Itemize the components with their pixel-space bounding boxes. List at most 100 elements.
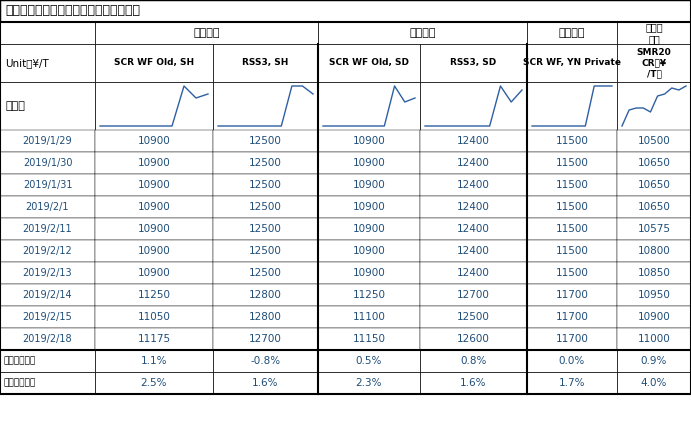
Bar (95, 218, 213, 240)
Text: 11700: 11700 (556, 290, 589, 300)
Bar (617, 82, 691, 130)
Bar (527, 152, 617, 174)
Bar (0, 262, 95, 284)
Text: 10800: 10800 (638, 246, 670, 256)
Bar (617, 130, 691, 152)
Bar (617, 22, 691, 44)
Bar (95, 196, 213, 218)
Bar (617, 152, 691, 174)
Bar (0, 152, 95, 174)
Bar (420, 44, 527, 82)
Bar (420, 82, 527, 130)
Text: 11500: 11500 (556, 224, 589, 234)
Bar (527, 328, 617, 350)
Text: 12400: 12400 (457, 180, 490, 190)
Text: 2019/2/13: 2019/2/13 (23, 268, 73, 278)
Text: 10650: 10650 (638, 202, 670, 212)
Text: 10950: 10950 (638, 290, 670, 300)
Text: 与上一日相比: 与上一日相比 (3, 357, 35, 365)
Text: 10850: 10850 (638, 268, 670, 278)
Bar (420, 284, 527, 306)
Text: 2019/1/31: 2019/1/31 (23, 180, 73, 190)
Text: 10900: 10900 (352, 158, 386, 168)
Text: 10900: 10900 (138, 268, 171, 278)
Text: 10900: 10900 (352, 224, 386, 234)
Bar (318, 22, 527, 44)
Bar (0, 328, 95, 350)
Bar (617, 262, 691, 284)
Text: 2.3%: 2.3% (356, 378, 382, 388)
Bar (213, 130, 318, 152)
Text: 11150: 11150 (352, 334, 386, 344)
Bar (213, 44, 318, 82)
Text: 11250: 11250 (352, 290, 386, 300)
Text: 2019/1/30: 2019/1/30 (23, 158, 73, 168)
Text: 11000: 11000 (638, 334, 670, 344)
Bar (527, 196, 617, 218)
Bar (0, 306, 95, 328)
Text: 12700: 12700 (249, 334, 282, 344)
Text: RSS3, SD: RSS3, SD (451, 58, 497, 68)
Bar (0, 240, 95, 262)
Bar (318, 196, 420, 218)
Text: 山东市场: 山东市场 (409, 28, 436, 38)
Bar (213, 328, 318, 350)
Text: 1.1%: 1.1% (141, 356, 167, 366)
Text: 12400: 12400 (457, 224, 490, 234)
Bar (420, 262, 527, 284)
Text: 11500: 11500 (556, 158, 589, 168)
Bar (318, 130, 420, 152)
Bar (527, 218, 617, 240)
Text: 2019/2/15: 2019/2/15 (23, 312, 73, 322)
Bar (0, 174, 95, 196)
Bar (213, 218, 318, 240)
Text: 11050: 11050 (138, 312, 171, 322)
Text: 11500: 11500 (556, 246, 589, 256)
Text: 12400: 12400 (457, 136, 490, 146)
Text: 12500: 12500 (249, 268, 282, 278)
Bar (617, 240, 691, 262)
Bar (527, 82, 617, 130)
Text: 1.7%: 1.7% (559, 378, 585, 388)
Text: 10900: 10900 (352, 202, 386, 212)
Text: 11500: 11500 (556, 202, 589, 212)
Bar (213, 306, 318, 328)
Text: 12700: 12700 (457, 290, 490, 300)
Bar (617, 174, 691, 196)
Bar (617, 306, 691, 328)
Bar (420, 196, 527, 218)
Text: 10500: 10500 (638, 136, 670, 146)
Text: 10900: 10900 (138, 158, 171, 168)
Text: 10900: 10900 (138, 202, 171, 212)
Text: 11500: 11500 (556, 180, 589, 190)
Bar (213, 350, 318, 372)
Text: 12500: 12500 (249, 224, 282, 234)
Text: 2.5%: 2.5% (141, 378, 167, 388)
Bar (527, 174, 617, 196)
Text: 2019/2/18: 2019/2/18 (23, 334, 73, 344)
Text: 12400: 12400 (457, 158, 490, 168)
Bar (420, 306, 527, 328)
Bar (318, 328, 420, 350)
Bar (95, 262, 213, 284)
Text: 12400: 12400 (457, 202, 490, 212)
Text: 2019/1/29: 2019/1/29 (23, 136, 73, 146)
Text: 12500: 12500 (249, 180, 282, 190)
Text: 12800: 12800 (249, 290, 282, 300)
Text: 迷你图: 迷你图 (5, 101, 25, 111)
Bar (318, 350, 420, 372)
Text: 10900: 10900 (352, 180, 386, 190)
Text: 云南市场: 云南市场 (559, 28, 585, 38)
Bar (527, 306, 617, 328)
Bar (95, 350, 213, 372)
Bar (420, 152, 527, 174)
Bar (213, 284, 318, 306)
Text: 与上一周相比: 与上一周相比 (3, 378, 35, 388)
Text: 10900: 10900 (138, 224, 171, 234)
Text: 10900: 10900 (138, 180, 171, 190)
Text: SMR20
CR（¥
/T）: SMR20 CR（¥ /T） (636, 48, 672, 78)
Text: SCR WF Old, SH: SCR WF Old, SH (114, 58, 194, 68)
Text: 12500: 12500 (249, 202, 282, 212)
Bar (318, 306, 420, 328)
Text: 1.6%: 1.6% (252, 378, 278, 388)
